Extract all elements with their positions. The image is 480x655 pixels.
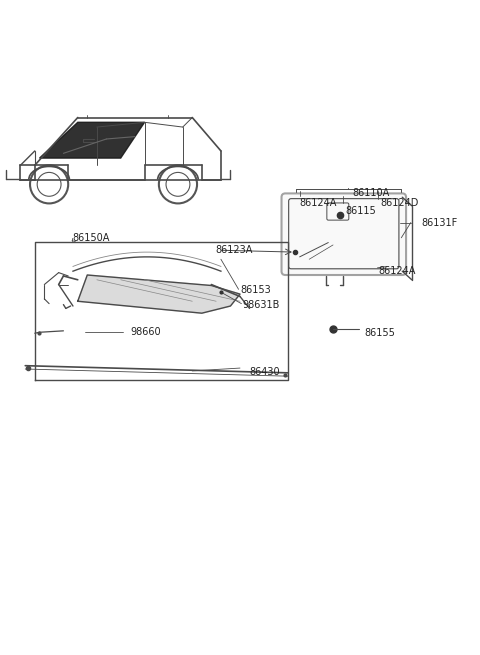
Text: 98631B: 98631B [242,299,280,310]
Text: 86124A: 86124A [378,266,416,276]
Text: 86153: 86153 [240,286,271,295]
Polygon shape [39,122,144,158]
Text: 86124A: 86124A [300,198,337,208]
Text: 86124D: 86124D [381,198,419,208]
Text: 86115: 86115 [345,206,376,215]
Polygon shape [78,275,240,313]
Text: 86110A: 86110A [352,188,389,198]
Text: 86131F: 86131F [421,217,457,227]
Text: 86123A: 86123A [215,245,252,255]
FancyBboxPatch shape [281,193,406,275]
Text: 98660: 98660 [130,328,161,337]
Text: 86155: 86155 [364,328,395,338]
Text: 86150A: 86150A [72,233,109,243]
Text: 86430: 86430 [250,367,280,377]
